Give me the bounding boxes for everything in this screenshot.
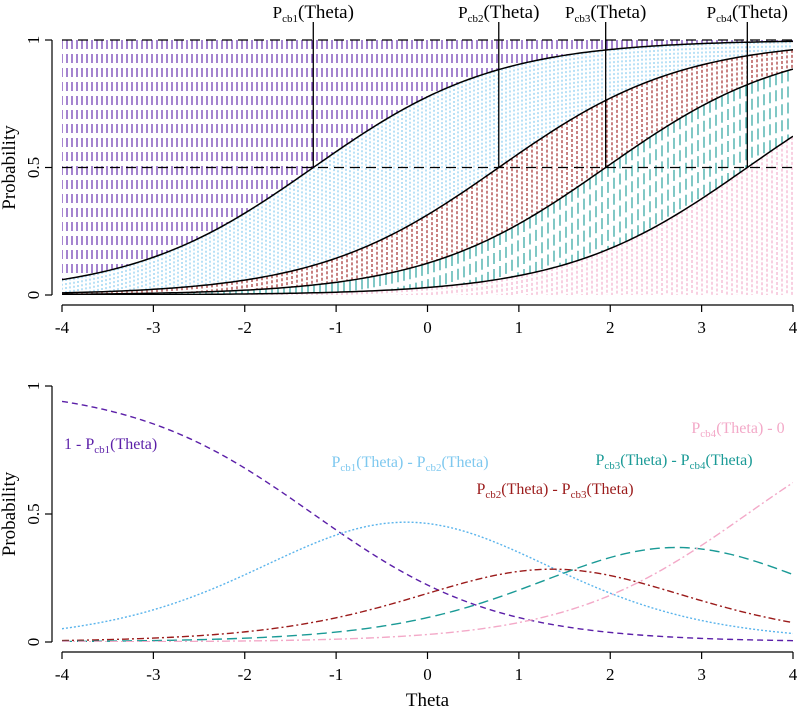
label-sub: cb3	[571, 489, 587, 501]
label-text: P	[595, 452, 604, 469]
bottom-label-2: Pcb1(Theta) - Pcb2(Theta)	[331, 454, 488, 474]
top-label-pcb3: Pcb3(Theta)	[565, 2, 646, 25]
bottom-x-tick-label: 0	[423, 665, 432, 684]
label-sub: cb4	[690, 460, 706, 472]
curve-pcb2	[62, 49, 793, 294]
bottom-x-axis-title: Theta	[406, 690, 450, 708]
bottom-y-tick-label: 0.5	[24, 503, 43, 524]
top-label-pcb2: Pcb2(Theta)	[458, 2, 539, 25]
bottom-label-1: 1 - Pcb1(Theta)	[64, 436, 157, 456]
bottom-x-tick-label: 3	[697, 665, 706, 684]
bottom-x-tick-label: -4	[55, 665, 70, 684]
top-x-tick-label: 3	[697, 318, 706, 337]
label-rest: (Theta)	[298, 2, 354, 23]
curve-pcb1	[62, 40, 793, 281]
top-label-pcb1: Pcb1(Theta)	[273, 2, 354, 25]
label-text: (Theta) - 0	[716, 420, 784, 437]
label-sub: cb3	[575, 13, 591, 25]
label-rest: (Theta)	[732, 2, 788, 23]
label-sub: cb4	[716, 13, 732, 25]
curve-pcb4	[62, 135, 793, 295]
bottom-x-tick-label: -1	[329, 665, 343, 684]
top-x-tick-label: -2	[238, 318, 252, 337]
label-sub: cb2	[426, 462, 442, 474]
top-x-tick-label: 4	[789, 318, 797, 337]
label-text: (Theta) - P	[501, 481, 570, 498]
label-text: (Theta) - P	[620, 452, 689, 469]
label-base: P	[707, 3, 716, 22]
bottom-x-tick-label: 2	[606, 665, 615, 684]
bottom-y-tick-label: 0	[24, 638, 43, 647]
label-text: (Theta)	[110, 436, 157, 453]
label-base: P	[458, 3, 467, 22]
label-text: (Theta)	[441, 454, 488, 471]
top-y-axis-title: Probability	[0, 125, 20, 210]
category-curve-3	[62, 568, 793, 642]
label-rest: (Theta)	[590, 2, 646, 23]
label-text: (Theta)	[586, 481, 633, 498]
bottom-x-tick-label: 1	[515, 665, 524, 684]
category-curve-1	[62, 400, 793, 642]
label-sub: cb1	[94, 444, 110, 456]
label-sub: cb4	[700, 428, 716, 440]
bottom-label-3: Pcb2(Theta) - Pcb3(Theta)	[476, 481, 633, 501]
category-curve-2	[62, 521, 793, 635]
bottom-y-axis-title: Probability	[0, 471, 20, 556]
label-sub: cb3	[604, 460, 620, 472]
label-text: (Theta)	[705, 452, 752, 469]
bottom-y-tick-label: 1	[24, 382, 43, 391]
top-y-tick-label: 1	[24, 36, 43, 45]
bottom-x-tick-label: -3	[146, 665, 160, 684]
top-x-tick-label: 2	[606, 318, 615, 337]
curve-pcb3	[62, 68, 793, 295]
label-sub: cb2	[485, 489, 501, 501]
label-base: P	[273, 3, 282, 22]
label-sub: cb2	[468, 13, 484, 25]
label-text: 1 - P	[64, 436, 94, 453]
label-sub: cb1	[340, 462, 356, 474]
bottom-label-5: Pcb4(Theta) - 0	[691, 420, 784, 440]
label-base: P	[565, 3, 574, 22]
top-y-tick-label: 0	[24, 291, 43, 300]
top-label-pcb4: Pcb4(Theta)	[707, 2, 788, 25]
label-text: P	[691, 420, 700, 437]
top-x-tick-label: 0	[423, 318, 432, 337]
top-x-tick-label: 1	[515, 318, 524, 337]
label-rest: (Theta)	[483, 2, 539, 23]
bottom-label-4: Pcb3(Theta) - Pcb4(Theta)	[595, 452, 752, 472]
bottom-x-tick-label: 4	[789, 665, 797, 684]
top-x-tick-label: -1	[329, 318, 343, 337]
top-x-tick-label: -3	[146, 318, 160, 337]
label-text: P	[331, 454, 340, 471]
top-x-tick-label: -4	[55, 318, 70, 337]
label-sub: cb1	[282, 13, 298, 25]
label-text: (Theta) - P	[356, 454, 425, 471]
bottom-x-tick-label: -2	[238, 665, 252, 684]
label-text: P	[476, 481, 485, 498]
top-y-tick-label: 0.5	[24, 157, 43, 178]
category-curve-4	[62, 546, 793, 642]
